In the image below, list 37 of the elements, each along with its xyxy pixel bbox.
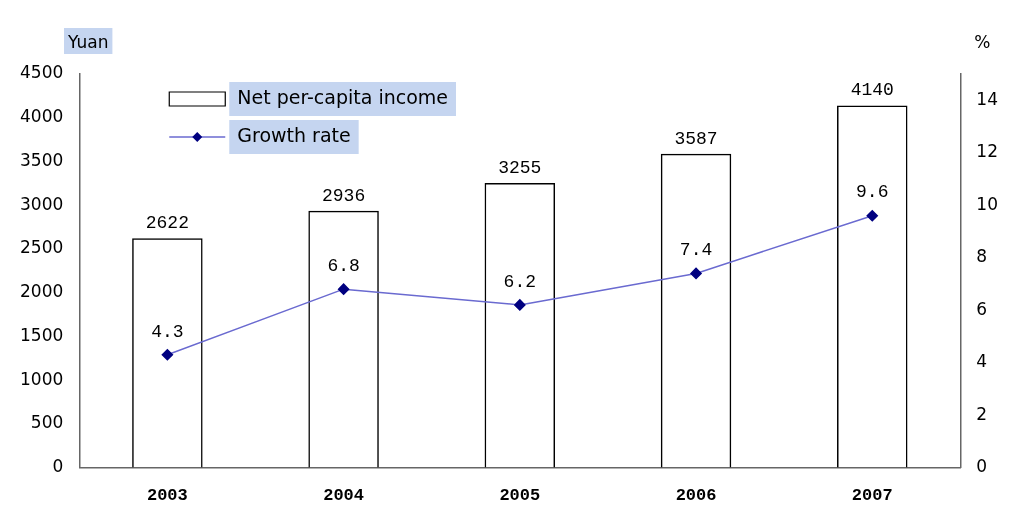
y-tick-label: 3500: [20, 149, 64, 170]
x-tick-label: 2004: [323, 486, 364, 506]
legend-label: Growth rate: [237, 123, 351, 146]
y2-tick-label: 12: [976, 141, 999, 162]
y-tick-label: 1500: [20, 324, 64, 345]
data-label: 2622: [145, 213, 189, 234]
y-tick-label: 3000: [20, 193, 64, 214]
data-label: 9.6: [856, 182, 889, 203]
x-tick-label: 2007: [851, 486, 893, 506]
y-tick-label: 4500: [20, 62, 64, 83]
data-label: 7.4: [679, 240, 713, 261]
data-label: 4140: [850, 80, 894, 101]
y2-tick-label: 0: [976, 456, 988, 477]
data-label: 2936: [321, 185, 366, 206]
y-axis-title: Yuan: [67, 31, 109, 52]
data-label: 4.3: [151, 321, 184, 342]
y2-tick-label: 4: [976, 351, 988, 372]
x-tick-label: 2005: [499, 486, 541, 506]
y-tick-label: 1000: [20, 368, 64, 389]
y2-tick-label: 6: [976, 298, 988, 319]
y-tick-label: 2500: [20, 237, 64, 258]
data-label: 3587: [674, 128, 718, 149]
y-tick-label: 2000: [20, 281, 64, 302]
data-label: 6.2: [503, 271, 537, 292]
y-tick-label: 500: [30, 412, 64, 433]
y2-tick-label: 2: [976, 403, 988, 424]
y2-axis-title: %: [974, 31, 991, 52]
y2-tick-label: 10: [976, 193, 999, 214]
data-label: 6.8: [327, 255, 360, 276]
legend-label: Net per-capita income: [237, 85, 449, 108]
y2-tick-label: 8: [976, 246, 988, 267]
x-tick-label: 2006: [675, 486, 717, 506]
y2-tick-label: 14: [976, 88, 999, 109]
y-tick-label: 4000: [20, 106, 64, 127]
x-tick-label: 2003: [146, 486, 188, 506]
data-label: 3255: [498, 157, 542, 178]
y-tick-label: 0: [52, 456, 64, 477]
